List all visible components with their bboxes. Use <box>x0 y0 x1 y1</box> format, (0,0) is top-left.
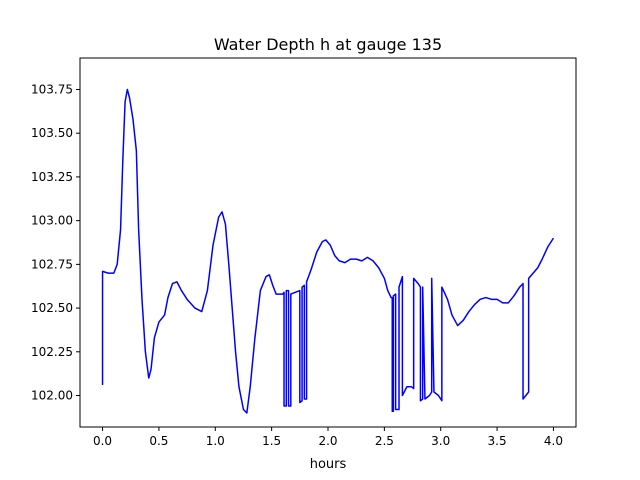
x-tick-label: 1.5 <box>262 434 281 448</box>
x-tick-label: 2.5 <box>375 434 394 448</box>
y-tick-label: 102.50 <box>31 301 73 315</box>
y-tick-label: 103.25 <box>31 170 73 184</box>
y-tick-label: 102.25 <box>31 345 73 359</box>
y-tick-label: 103.75 <box>31 82 73 96</box>
x-axis-label: hours <box>310 457 347 472</box>
y-tick-label: 103.00 <box>31 214 73 228</box>
x-tick-label: 4.0 <box>544 434 563 448</box>
x-tick-label: 0.5 <box>149 434 168 448</box>
series-layer <box>101 88 555 414</box>
y-tick-label: 103.50 <box>31 126 73 140</box>
x-tick-label: 2.0 <box>318 434 337 448</box>
series-line <box>101 88 555 414</box>
x-tick-label: 1.0 <box>206 434 225 448</box>
x-tick-label: 3.0 <box>431 434 450 448</box>
x-tick-label: 3.5 <box>488 434 507 448</box>
plot-frame <box>79 57 577 428</box>
chart-title: Water Depth h at gauge 135 <box>214 35 442 54</box>
x-axis-ticks: 0.0 0.5 1.0 1.5 2.0 2.5 3.0 3.5 4.0 <box>93 427 563 448</box>
x-tick-label: 0.0 <box>93 434 112 448</box>
y-axis-ticks: 102.00 102.25 102.50 102.75 103.00 103.25 103.… <box>31 82 80 403</box>
y-tick-label: 102.00 <box>31 389 73 403</box>
y-tick-label: 102.75 <box>31 257 73 271</box>
